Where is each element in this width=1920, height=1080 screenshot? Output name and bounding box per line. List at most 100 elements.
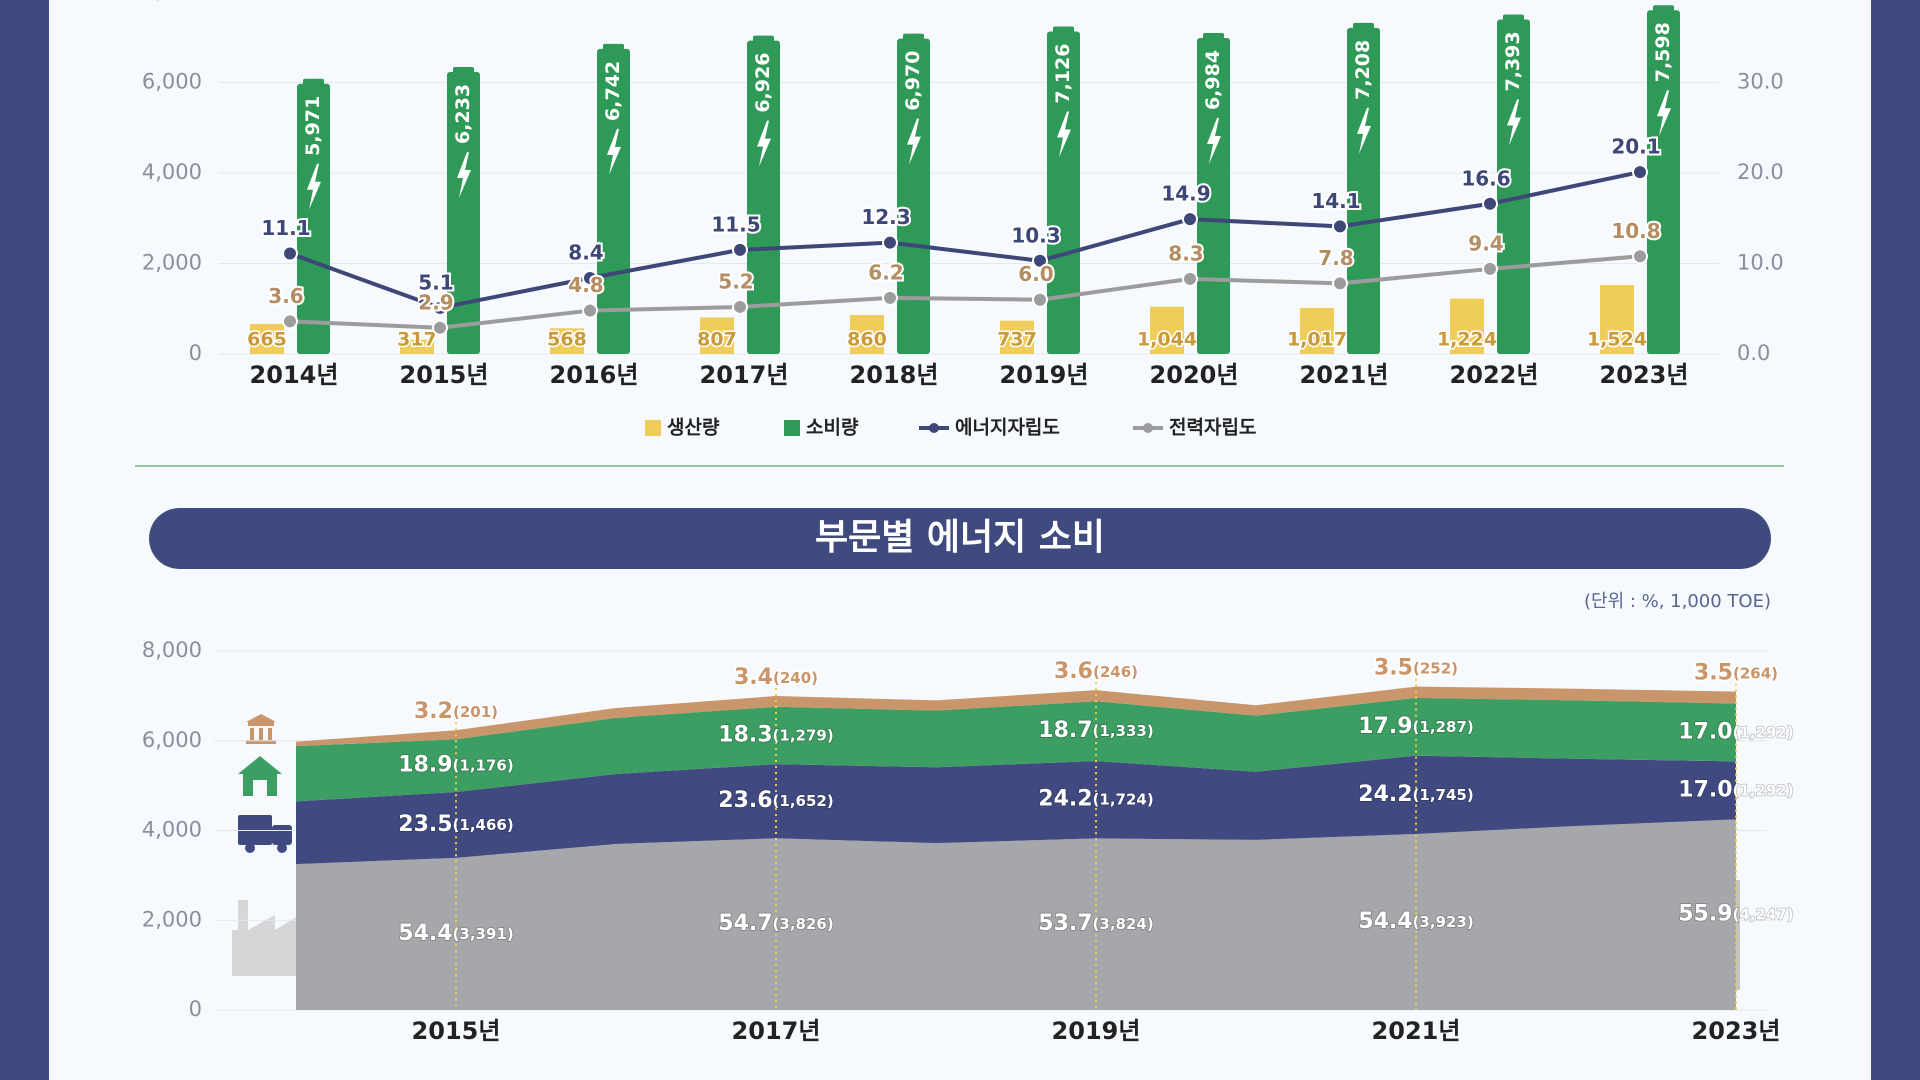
share-label: 18.3 [718, 722, 772, 747]
legend-dot [1143, 423, 1153, 433]
value-label: (1,279) [773, 726, 834, 744]
share-label: 24.2 [1358, 782, 1412, 807]
x-tick-label: 2023년 [1692, 1017, 1781, 1045]
area-label: 18.3(1,279) [718, 722, 833, 747]
line-point [882, 289, 898, 306]
legend-dot [929, 423, 939, 433]
share-label: 3.4 [734, 665, 773, 690]
value-label: (3,826) [773, 915, 834, 933]
x-tick-label: 2021년 [1372, 1017, 1461, 1045]
unit-note: (단위 : %, 1,000 TOE) [1584, 591, 1771, 612]
line-point [1632, 248, 1648, 265]
share-label: 53.7 [1038, 911, 1092, 936]
bar-label: 7,126 [1052, 43, 1074, 103]
share-label: 17.9 [1358, 714, 1412, 739]
bar-label: 568 [547, 329, 587, 351]
bolt-icon [1207, 117, 1221, 164]
y2-tick-label: 40.0 [1737, 0, 1784, 3]
bolt-icon [907, 118, 921, 165]
bar-cap [303, 78, 324, 86]
bar-label: 807 [697, 329, 737, 351]
bar [897, 38, 930, 355]
line-point [1632, 164, 1648, 181]
line [289, 170, 1641, 310]
y-tick-label: 2,000 [142, 251, 202, 275]
bar-cap [1203, 32, 1224, 40]
y2-tick-label: 0.0 [1737, 341, 1770, 365]
legend-label: 전력자립도 [1169, 417, 1256, 439]
bolt-icon [1057, 111, 1071, 158]
bar-label: 6,233 [452, 84, 474, 144]
bar-label: 6,970 [902, 51, 924, 111]
line-label: 7.8 [1318, 246, 1353, 270]
bolt-icon [307, 163, 321, 210]
share-label: 54.4 [398, 921, 452, 946]
bar [700, 317, 734, 354]
line-label: 10.8 [1611, 219, 1660, 243]
y-tick-label: 2,000 [142, 907, 202, 931]
bar [1647, 10, 1680, 355]
bar-label: 6,984 [1202, 50, 1224, 110]
value-label: (1,333) [1093, 722, 1154, 740]
x-tick-label: 2023년 [1600, 361, 1689, 389]
area-label: 3.4(240) [734, 665, 818, 690]
area-label: 55.9(4,247) [1678, 902, 1793, 927]
x-tick-label: 2019년 [1000, 361, 1089, 389]
bar [550, 328, 584, 354]
line-label: 11.1 [261, 216, 310, 240]
bar-label: 7,598 [1652, 22, 1674, 82]
line-point [432, 319, 448, 336]
chart-title: 부문별 에너지 소비 [815, 517, 1105, 558]
line-point [1482, 195, 1498, 212]
x-tick-label: 2022년 [1450, 361, 1539, 389]
area-band [296, 686, 1736, 747]
area-label: 23.6(1,652) [718, 788, 833, 813]
value-label: (240) [773, 669, 818, 687]
share-label: 17.0 [1678, 777, 1732, 802]
x-tick-label: 2014년 [250, 361, 339, 389]
bar-cap [1353, 22, 1374, 30]
line-label: 5.1 [418, 270, 453, 294]
bar [1150, 306, 1184, 354]
value-label: (1,287) [1413, 717, 1474, 735]
x-tick-label: 2017년 [700, 361, 789, 389]
area-label: 24.2(1,724) [1038, 787, 1153, 812]
area-label: 17.0(1,292) [1678, 719, 1793, 744]
line-point [1032, 291, 1048, 308]
value-label: (3,824) [1093, 915, 1154, 933]
area-label: 3.6(246) [1054, 659, 1138, 684]
y-tick-label: 6,000 [142, 728, 202, 752]
share-label: 3.6 [1054, 659, 1093, 684]
bar [1047, 31, 1080, 355]
value-label: (1,724) [1093, 790, 1154, 808]
area-label: 17.9(1,287) [1358, 714, 1473, 739]
share-label: 3.5 [1694, 661, 1733, 686]
x-tick-label: 2015년 [400, 361, 489, 389]
bar-cap [1053, 26, 1074, 34]
share-label: 3.5 [1374, 656, 1413, 681]
share-label: 18.7 [1038, 718, 1092, 743]
bolt-icon [607, 128, 621, 175]
bar-label: 317 [397, 329, 437, 351]
line-label: 3.6 [268, 284, 303, 308]
value-label: (201) [453, 703, 498, 721]
share-label: 17.0 [1678, 719, 1732, 744]
line-point [1182, 270, 1198, 287]
bar [1450, 298, 1484, 354]
area-label: 54.4(3,923) [1358, 909, 1473, 934]
value-label: (1,466) [453, 815, 514, 833]
x-tick-label: 2020년 [1150, 361, 1239, 389]
share-label: 23.6 [718, 788, 772, 813]
value-label: (1,652) [773, 792, 834, 810]
bar-label: 1,524 [1587, 329, 1647, 351]
bar [1347, 27, 1380, 354]
line-label: 6.0 [1018, 262, 1053, 286]
share-label: 24.2 [1038, 787, 1092, 812]
bar [1600, 285, 1634, 354]
area-label: 23.5(1,466) [398, 812, 513, 837]
legend-swatch [645, 420, 661, 436]
bar [1300, 307, 1334, 354]
y2-tick-label: 20.0 [1737, 160, 1784, 184]
bolt-icon [1357, 107, 1371, 154]
line-label: 2.9 [418, 290, 453, 314]
